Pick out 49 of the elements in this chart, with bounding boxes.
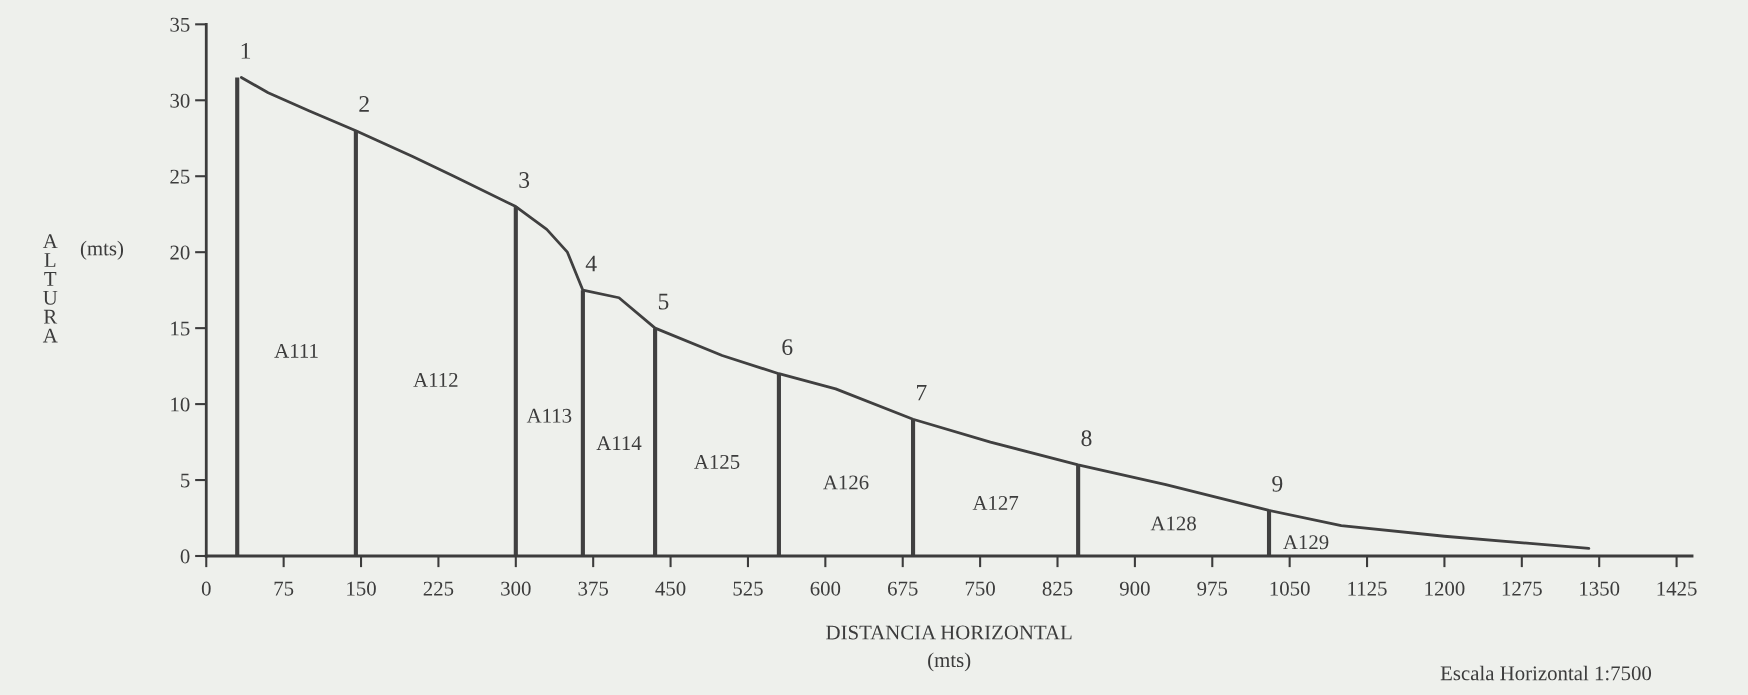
y-tick-label: 30 xyxy=(170,93,190,108)
x-tick-label: 900 xyxy=(1119,581,1150,596)
annotation: 5 xyxy=(658,293,669,310)
y-tick-label: 20 xyxy=(170,245,190,260)
x-tick-label: 1125 xyxy=(1348,581,1387,596)
annotation: 2 xyxy=(359,96,369,112)
annotation: A126 xyxy=(823,475,869,490)
annotation: A128 xyxy=(1150,516,1196,531)
x-tick-label: 1050 xyxy=(1270,581,1310,596)
annotation: 4 xyxy=(585,255,597,272)
x-tick-label: 0 xyxy=(201,581,211,596)
x-tick-label: 975 xyxy=(1197,581,1228,596)
annotation: 6 xyxy=(782,339,793,356)
x-tick-label: 375 xyxy=(578,581,608,596)
y-tick-label: 35 xyxy=(170,17,190,32)
x-tick-label: 300 xyxy=(501,581,531,596)
x-tick-label: 225 xyxy=(423,581,454,596)
x-tick-label: 1425 xyxy=(1657,581,1697,596)
text: Escala Horizontal 1:7500 xyxy=(1440,665,1652,681)
x-tick-label: 75 xyxy=(274,581,294,596)
x-axis-title: DISTANCIA HORIZONTAL (mts) xyxy=(826,625,1072,672)
x-tick-label: 450 xyxy=(655,581,686,596)
x-tick-label: 675 xyxy=(888,581,918,596)
x-tick-label: 1275 xyxy=(1502,581,1542,596)
annotation: A129 xyxy=(1283,535,1329,550)
y-tick-label: 25 xyxy=(170,169,190,184)
text: ALTURA (mts) xyxy=(42,234,124,343)
x-tick-label: 1350 xyxy=(1580,581,1620,596)
x-tick-label: 825 xyxy=(1042,581,1073,596)
annotation: 7 xyxy=(917,384,927,401)
x-tick-label: 150 xyxy=(347,581,376,596)
annotation: 9 xyxy=(1272,475,1283,492)
annotation: A114 xyxy=(596,436,642,450)
annotation: A112 xyxy=(413,372,458,387)
annotation: 3 xyxy=(519,172,530,188)
y-tick-label: 0 xyxy=(180,549,190,564)
annotation: 1 xyxy=(241,42,251,59)
x-tick-label: 750 xyxy=(965,581,995,596)
y-tick-label: 10 xyxy=(171,397,190,412)
x-tick-label: 600 xyxy=(810,581,841,596)
y-tick-label: 15 xyxy=(171,321,190,336)
x-tick-label: 1200 xyxy=(1425,581,1465,596)
annotation: A113 xyxy=(526,408,572,423)
x-tick-label: 525 xyxy=(733,581,763,596)
annotation: A125 xyxy=(694,454,740,469)
y-tick-label: 5 xyxy=(181,473,190,488)
annotation: 8 xyxy=(1081,430,1092,447)
annotation: A111 xyxy=(274,343,318,358)
annotation: A127 xyxy=(972,495,1019,510)
